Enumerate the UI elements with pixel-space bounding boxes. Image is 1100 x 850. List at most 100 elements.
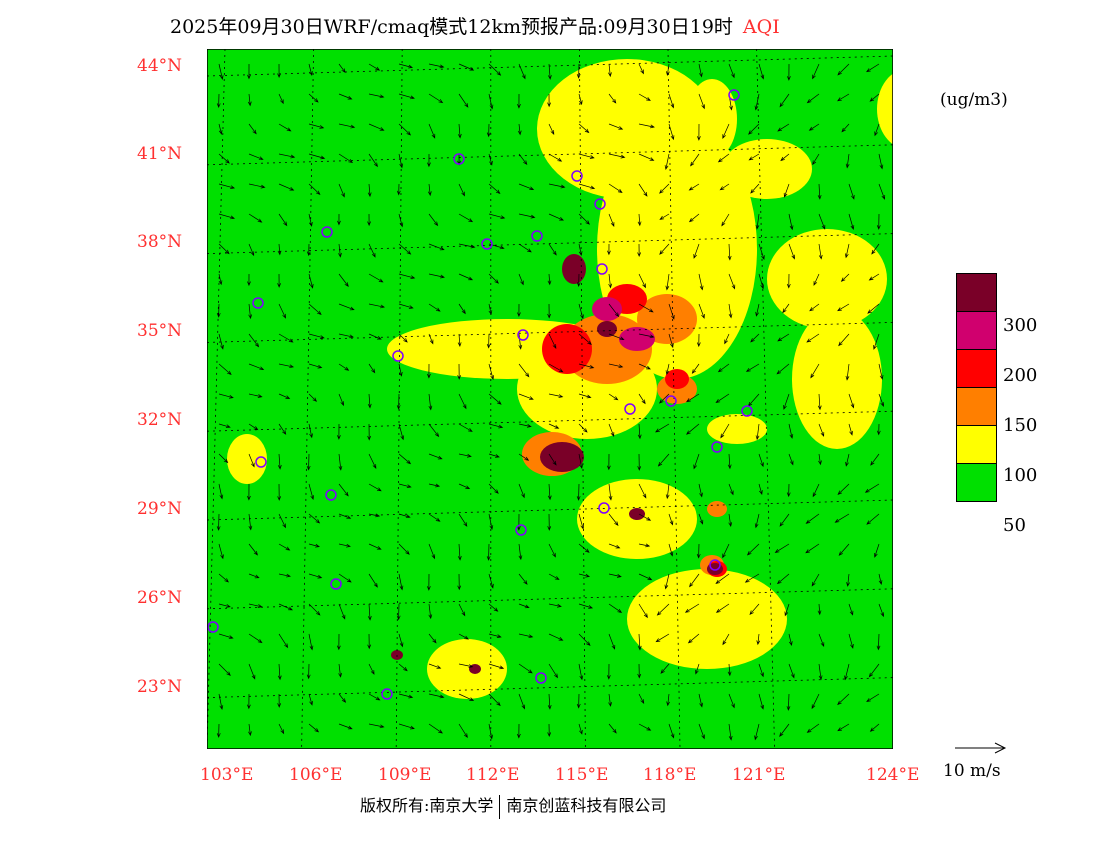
city-marker-icon bbox=[325, 489, 337, 501]
wind-arrow-icon bbox=[308, 213, 313, 227]
wind-arrow-icon bbox=[659, 183, 670, 194]
wind-arrow-icon bbox=[698, 303, 705, 319]
lat-label: 44°N bbox=[137, 56, 183, 76]
wind-arrow-icon bbox=[837, 483, 850, 495]
wind-arrow-icon bbox=[608, 333, 625, 341]
hazardous-area bbox=[597, 321, 617, 337]
wind-arrow-icon bbox=[218, 663, 231, 676]
aqi-map bbox=[207, 49, 893, 749]
wind-arrow-icon bbox=[698, 723, 705, 740]
wind-arrow-icon bbox=[308, 183, 321, 196]
city-sites bbox=[207, 89, 753, 700]
wind-arrow-icon bbox=[638, 333, 655, 339]
wind-arrow-icon bbox=[458, 663, 474, 668]
wind-arrow-icon bbox=[428, 603, 433, 620]
wind-arrow-icon bbox=[367, 423, 372, 441]
latitude-line bbox=[207, 499, 893, 521]
wind-arrow-icon bbox=[693, 243, 700, 259]
wind-arrow-icon bbox=[758, 483, 763, 495]
wind-arrow-icon bbox=[578, 393, 592, 399]
wind-arrow-icon bbox=[867, 303, 880, 314]
wind-arrow-icon bbox=[578, 543, 590, 553]
wind-arrow-icon bbox=[488, 363, 495, 381]
wind-arrow-icon bbox=[248, 363, 265, 371]
lat-label: 35°N bbox=[137, 321, 183, 341]
wind-arrow-icon bbox=[338, 573, 352, 583]
wind-arrow-icon bbox=[578, 453, 583, 470]
wind-arrow-icon bbox=[727, 243, 732, 261]
wind-arrow-icon bbox=[248, 603, 263, 608]
very-unhealthy-area bbox=[619, 327, 655, 351]
wind-arrow-icon bbox=[338, 723, 353, 730]
wind-arrow-icon bbox=[247, 93, 252, 107]
wind-arrow-icon bbox=[518, 573, 528, 585]
wind-arrow-icon bbox=[486, 123, 491, 138]
wind-arrow-icon bbox=[458, 513, 468, 527]
unhealthy-sensitive-area bbox=[707, 501, 727, 517]
wind-arrow-icon bbox=[338, 663, 343, 678]
wind-arrow-icon bbox=[745, 363, 760, 372]
wind-arrow-icon bbox=[779, 513, 790, 527]
wind-arrow-icon bbox=[578, 243, 583, 257]
wind-arrow-icon bbox=[837, 93, 850, 102]
wind-arrow-icon bbox=[870, 453, 880, 466]
lat-label: 26°N bbox=[137, 588, 183, 608]
wind-arrow-icon bbox=[488, 483, 499, 494]
wind-arrow-icon bbox=[728, 63, 735, 79]
wind-arrow-icon bbox=[728, 513, 733, 528]
wind-arrow-icon bbox=[368, 543, 382, 550]
wind-arrow-icon bbox=[308, 603, 321, 616]
wind-arrow-icon bbox=[607, 243, 611, 256]
wind-arrow-icon bbox=[608, 153, 626, 159]
wind-arrow-icon bbox=[878, 573, 883, 585]
wind-arrow-icon bbox=[608, 63, 612, 78]
wind-arrow-icon bbox=[668, 333, 674, 349]
wind-arrow-icon bbox=[777, 333, 790, 342]
wind-arrow-icon bbox=[218, 483, 224, 500]
wind-arrow-icon bbox=[784, 603, 790, 617]
wind-arrow-icon bbox=[578, 423, 588, 433]
wind-arrow-icon bbox=[812, 63, 820, 80]
wind-arrow-icon bbox=[578, 93, 583, 106]
wind-arrow-icon bbox=[606, 663, 611, 680]
wind-arrow-icon bbox=[488, 423, 504, 429]
wind-arrow-icon bbox=[696, 333, 701, 348]
wind-arrow-icon bbox=[216, 93, 221, 109]
wind-arrow-icon bbox=[659, 393, 670, 404]
wind-arrow-icon bbox=[488, 663, 505, 670]
wind-arrow-icon bbox=[547, 273, 552, 286]
wind-arrow-icon bbox=[247, 273, 251, 287]
wind-arrow-icon bbox=[845, 153, 850, 169]
wind-arrow-icon bbox=[848, 603, 854, 616]
wind-arrow-icon bbox=[488, 573, 494, 589]
wind-arrow-icon bbox=[548, 663, 558, 679]
wind-arrow-icon bbox=[277, 663, 282, 681]
wind-arrow-icon bbox=[637, 213, 642, 227]
wind-arrow-icon bbox=[848, 393, 855, 409]
wind-arrow-icon bbox=[698, 273, 704, 291]
wind-arrow-icon bbox=[278, 303, 286, 319]
wind-arrow-icon bbox=[788, 633, 793, 647]
wind-arrow-icon bbox=[277, 453, 282, 470]
wind-arrow-icon bbox=[698, 93, 705, 110]
wind-arrow-icon bbox=[689, 573, 700, 588]
wind-arrow-icon bbox=[367, 393, 372, 409]
map-title: 2025年09月30日WRF/cmaq模式12km预报产品:09月30日19时 A… bbox=[170, 12, 780, 39]
city-marker-icon bbox=[453, 153, 465, 165]
moderate-area bbox=[877, 73, 893, 145]
wind-arrow-icon bbox=[871, 243, 880, 255]
wind-arrow-icon bbox=[638, 93, 651, 101]
wind-arrow-icon bbox=[638, 153, 655, 161]
wind-arrow-icon bbox=[488, 393, 502, 405]
wind-arrow-icon bbox=[608, 123, 624, 130]
wind-arrow-icon bbox=[488, 633, 502, 638]
wind-arrow-icon bbox=[368, 153, 378, 168]
wind-arrow-icon bbox=[488, 213, 506, 219]
wind-arrow-icon bbox=[788, 423, 794, 439]
wind-arrow-icon bbox=[428, 93, 444, 104]
legend-swatch bbox=[957, 426, 996, 464]
wind-arrow-icon bbox=[308, 693, 313, 706]
wind-arrow-icon bbox=[837, 63, 850, 76]
wind-arrow-icon bbox=[458, 453, 472, 458]
longitude-line bbox=[301, 49, 314, 749]
